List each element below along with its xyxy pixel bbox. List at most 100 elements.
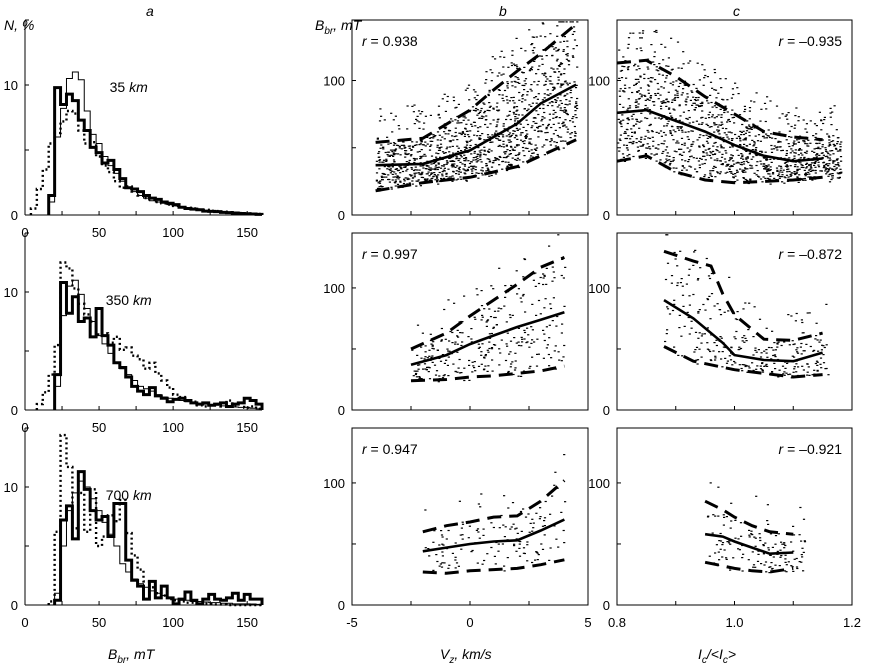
scatter-dot	[709, 172, 712, 174]
scatter-dot	[810, 162, 814, 164]
scatter-dot	[474, 110, 477, 112]
scatter-dot	[537, 113, 540, 116]
scatter-dot	[378, 161, 381, 163]
scatter-dot	[420, 357, 423, 359]
scatter-dot	[719, 336, 722, 338]
scatter-dot	[438, 147, 441, 149]
scatter-dot	[406, 128, 409, 130]
scatter-dot	[770, 151, 774, 153]
scatter-dot	[407, 153, 410, 155]
scatter-dot	[463, 295, 466, 297]
scatter-dot	[462, 116, 465, 118]
scatter-dot	[427, 366, 430, 368]
scatter-dot	[449, 146, 452, 148]
scatter-dot	[688, 165, 691, 167]
scatter-dot	[488, 110, 491, 112]
scatter-dot	[703, 155, 706, 157]
scatter-dot	[523, 142, 526, 145]
scatter-dot	[665, 158, 668, 160]
scatter-dot	[532, 52, 535, 54]
scatter-dot	[495, 137, 498, 139]
scatter-dot	[769, 158, 772, 160]
scatter-dot	[413, 159, 416, 161]
scatter-dot	[677, 142, 680, 144]
scatter-dot	[419, 174, 422, 176]
scatter-dot	[474, 125, 477, 127]
scatter-dot	[523, 66, 526, 68]
scatter-dot	[392, 155, 395, 157]
scatter-dot	[730, 520, 733, 522]
scatter-dot	[462, 168, 465, 170]
scatter-dot	[484, 365, 487, 367]
scatter-dot	[510, 64, 514, 67]
scatter-dot	[713, 142, 716, 144]
scatter-dot	[446, 364, 449, 366]
scatter-dot	[498, 267, 501, 269]
scatter-dot	[388, 168, 391, 171]
scatter-dot	[521, 141, 524, 143]
scatter-dot	[520, 132, 523, 134]
scatter-dot	[730, 132, 733, 134]
scatter-dot	[511, 50, 514, 52]
scatter-dot	[700, 123, 703, 125]
series-lower-line	[616, 154, 823, 185]
scatter-dot	[797, 366, 800, 368]
scatter-dot	[839, 143, 842, 145]
scatter-dot	[652, 61, 655, 63]
scatter-dot	[753, 306, 756, 308]
scatter-dot	[435, 164, 438, 166]
scatter-dot	[495, 324, 498, 326]
scatter-dot	[781, 181, 784, 183]
scatter-dot	[439, 180, 442, 183]
scatter-dot	[407, 161, 411, 163]
scatter-dot	[685, 283, 688, 285]
scatter-dot	[398, 176, 401, 178]
scatter-dot	[434, 169, 437, 171]
scatter-dot	[518, 99, 521, 101]
scatter-dot	[456, 371, 459, 373]
scatter-dot	[549, 513, 552, 515]
scatter-dot	[432, 162, 435, 165]
scatter-dot	[738, 346, 741, 348]
scatter-dot	[649, 113, 652, 115]
scatter-dot	[453, 160, 456, 162]
scatter-dot	[671, 160, 674, 162]
scatter-dot	[446, 161, 449, 163]
scatter-dot	[424, 141, 427, 143]
scatter-dot	[560, 136, 563, 138]
scatter-dot	[618, 138, 621, 140]
scatter-dot	[796, 176, 799, 178]
scatter-dot	[509, 366, 512, 368]
scatter-dot	[536, 353, 539, 355]
scatter-dot	[466, 168, 469, 170]
scatter-dot	[532, 36, 536, 38]
scatter-dot	[521, 98, 524, 100]
scatter-dot	[633, 132, 636, 134]
scatter-dot	[487, 136, 490, 138]
scatter-dot	[437, 153, 440, 155]
scatter-dot	[676, 284, 679, 287]
scatter-dot	[680, 137, 684, 139]
scatter-dot	[437, 163, 440, 165]
scatter-dot	[728, 131, 732, 133]
scatter-dot	[734, 173, 737, 175]
scatter-dot	[681, 131, 684, 133]
scatter-dot	[488, 106, 491, 108]
scatter-dot	[498, 348, 501, 350]
scatter-dot	[440, 327, 443, 330]
scatter-dot	[730, 97, 733, 99]
scatter-dot	[523, 108, 526, 110]
scatter-dot	[394, 168, 397, 170]
scatter-dot	[568, 100, 571, 102]
scatter-dot	[435, 152, 438, 154]
scatter-dot	[515, 113, 518, 115]
scatter-dot	[474, 169, 477, 171]
scatter-dot	[706, 342, 709, 344]
scatter-dot	[769, 554, 772, 556]
scatter-dot	[798, 534, 801, 536]
scatter-dot	[793, 143, 796, 145]
scatter-dot	[540, 543, 543, 545]
scatter-dot	[734, 362, 737, 364]
scatter-dot	[429, 179, 432, 181]
scatter-dot	[796, 168, 799, 170]
